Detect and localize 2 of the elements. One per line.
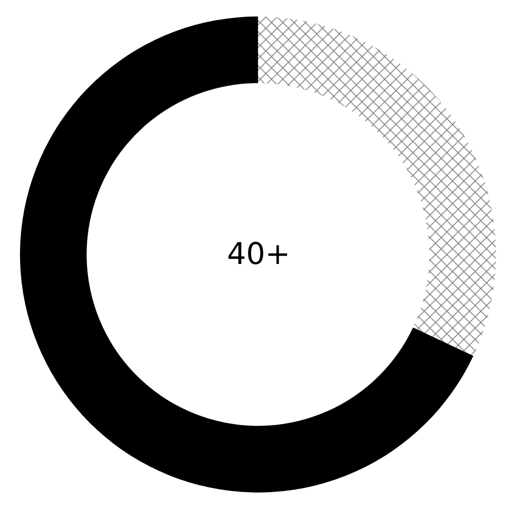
donut-slice [20,16,474,492]
text: 40+ [227,237,290,272]
